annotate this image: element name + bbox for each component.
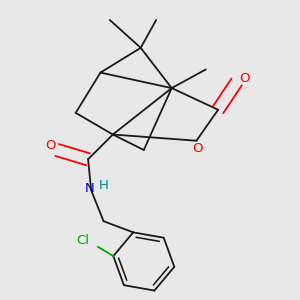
Text: O: O	[193, 142, 203, 155]
Text: O: O	[46, 139, 56, 152]
Text: H: H	[99, 179, 109, 192]
Text: O: O	[239, 72, 250, 85]
Text: Cl: Cl	[76, 234, 89, 247]
Text: N: N	[85, 182, 94, 195]
